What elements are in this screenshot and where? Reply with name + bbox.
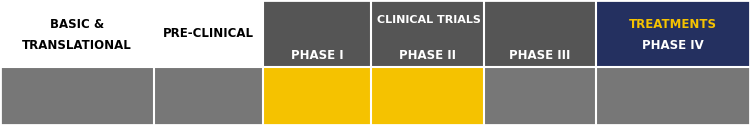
Bar xyxy=(484,0,596,67)
Bar xyxy=(154,0,262,67)
Text: PHASE III: PHASE III xyxy=(509,49,571,62)
Bar xyxy=(371,0,484,67)
Text: PRE-CLINICAL: PRE-CLINICAL xyxy=(163,27,254,40)
Text: TRANSLATIONAL: TRANSLATIONAL xyxy=(22,39,132,52)
Text: PHASE II: PHASE II xyxy=(399,49,456,62)
Text: BASIC &: BASIC & xyxy=(50,18,104,31)
Bar xyxy=(371,67,484,125)
Bar xyxy=(0,0,154,67)
Bar xyxy=(262,0,371,67)
Text: PHASE IV: PHASE IV xyxy=(642,39,704,52)
Text: PHASE I: PHASE I xyxy=(290,49,344,62)
Bar xyxy=(596,67,750,125)
Text: CLINICAL TRIALS: CLINICAL TRIALS xyxy=(377,15,482,25)
Text: TREATMENTS: TREATMENTS xyxy=(629,18,717,31)
Bar xyxy=(484,67,596,125)
Bar xyxy=(262,67,371,125)
Bar xyxy=(154,67,262,125)
Bar xyxy=(596,0,750,67)
Bar xyxy=(0,67,154,125)
